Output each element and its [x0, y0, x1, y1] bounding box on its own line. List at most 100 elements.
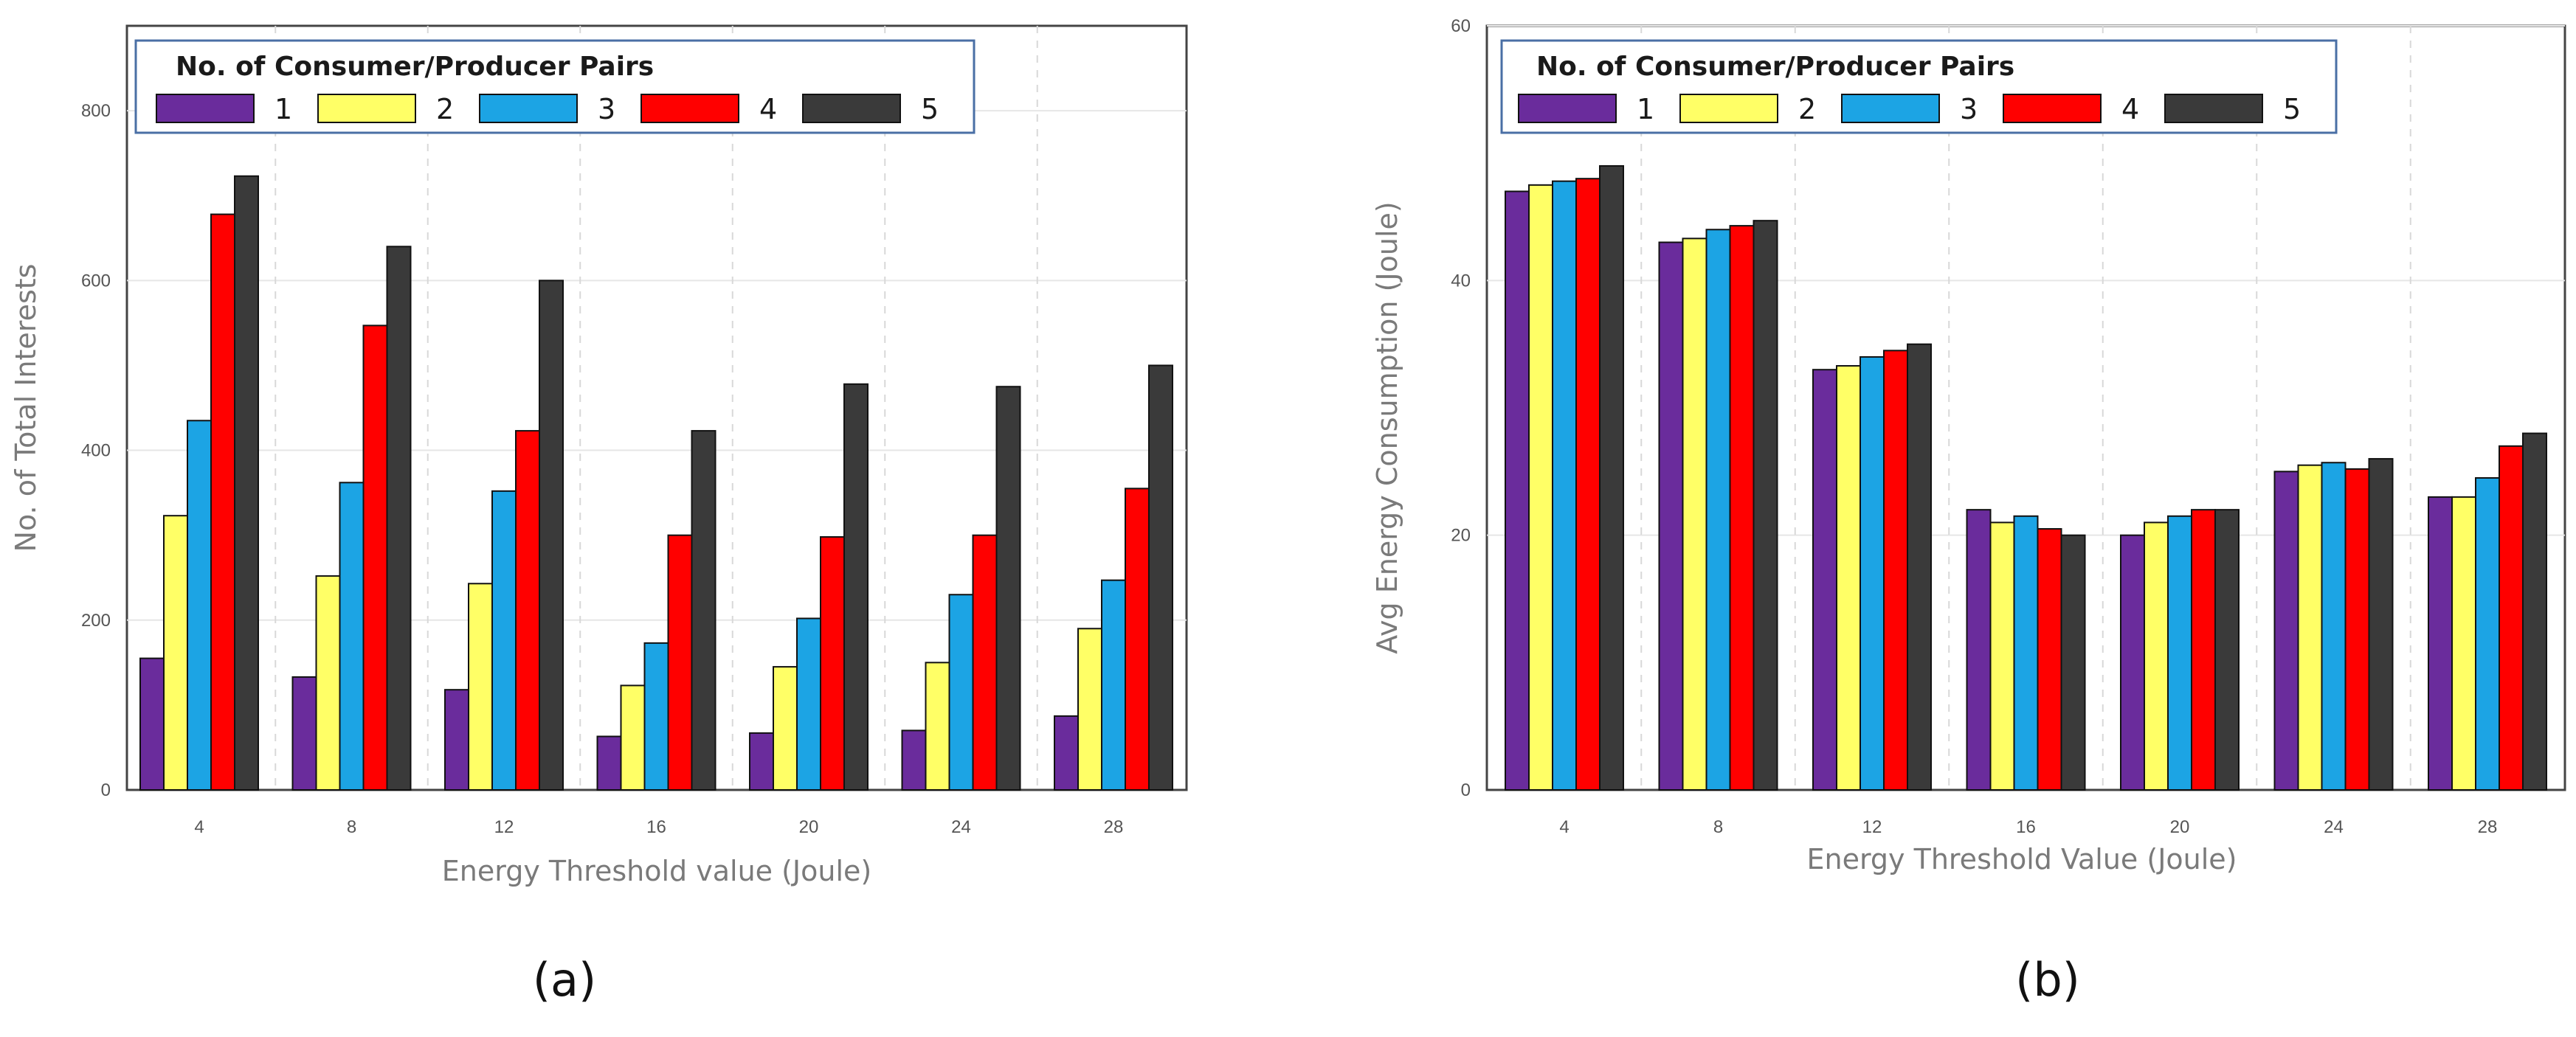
- legend-label-1: 1: [1637, 93, 1654, 125]
- legend-label-1: 1: [274, 93, 292, 125]
- x-axis-title-a: Energy Threshold value (Joule): [442, 855, 871, 887]
- legend-label-4: 4: [2121, 93, 2139, 125]
- bar-b-cat16-series1: [1966, 509, 1992, 791]
- bar-b-cat8-series3: [1705, 229, 1731, 791]
- y-tick-label: 60: [1451, 16, 1471, 36]
- bar-a-cat24-series4: [972, 534, 998, 791]
- bar-a-cat20-series1: [749, 732, 774, 791]
- legend-title-a: No. of Consumer/Producer Pairs: [176, 52, 654, 82]
- legend-a: No. of Consumer/Producer Pairs 1 2 3 4 5: [134, 39, 976, 134]
- legend-label-5: 5: [2283, 93, 2301, 125]
- bar-b-cat20-series4: [2191, 509, 2216, 791]
- x-tick-label: 8: [347, 817, 356, 837]
- y-tick-label: 0: [1461, 780, 1471, 800]
- bar-a-cat28-series5: [1148, 364, 1173, 791]
- bars-b: [1505, 164, 2547, 791]
- x-tick-label: 28: [2478, 817, 2498, 837]
- bar-a-cat24-series5: [995, 386, 1021, 791]
- y-tick-label: 0: [101, 780, 111, 800]
- bar-b-cat28-series2: [2451, 496, 2476, 791]
- bar-b-cat24-series3: [2321, 462, 2347, 791]
- bar-a-cat16-series4: [667, 534, 693, 791]
- bar-a-cat12-series1: [444, 689, 469, 791]
- bar-b-cat16-series3: [2013, 515, 2039, 791]
- bar-b-cat28-series3: [2475, 476, 2500, 791]
- legend-swatch-2: [1679, 94, 1778, 123]
- bar-a-cat4-series1: [139, 657, 165, 791]
- legend-label-2: 2: [1798, 93, 1816, 125]
- bar-a-cat4-series2: [163, 515, 188, 791]
- y-ticks-a: 0 200 400 600 800: [81, 101, 111, 800]
- bar-a-cat20-series2: [773, 666, 798, 791]
- bar-b-cat24-series5: [2368, 458, 2394, 791]
- bar-b-cat12-series5: [1907, 343, 1932, 791]
- bar-b-cat20-series2: [2144, 521, 2169, 791]
- bar-b-cat12-series3: [1860, 356, 1885, 791]
- legend-swatch-1: [156, 94, 255, 123]
- bar-a-cat4-series5: [234, 175, 259, 791]
- y-ticks-b: 0 20 40 60: [1451, 16, 1471, 800]
- x-tick-label: 16: [646, 817, 666, 837]
- bar-a-cat24-series3: [948, 594, 974, 791]
- bar-b-cat28-series5: [2522, 432, 2547, 791]
- bar-b-cat20-series1: [2120, 534, 2145, 791]
- y-tick-label: 40: [1451, 271, 1471, 291]
- bar-a-cat8-series5: [386, 246, 412, 791]
- bar-b-cat20-series3: [2167, 515, 2192, 791]
- bars-a: [139, 175, 1173, 791]
- bar-a-cat12-series4: [515, 430, 540, 791]
- y-tick-label: 400: [81, 441, 111, 461]
- x-ticks-a: 4 8 12 16 20 24 28: [194, 817, 1123, 837]
- x-tick-label: 4: [1559, 817, 1569, 837]
- bar-b-cat16-series2: [1989, 521, 2015, 791]
- panel-caption-b: (b): [2015, 953, 2080, 1007]
- y-axis-title-a: No. of Total Interests: [10, 264, 42, 552]
- bar-b-cat8-series2: [1682, 237, 1707, 791]
- bar-a-cat16-series3: [643, 642, 669, 791]
- x-tick-label: 24: [951, 817, 971, 837]
- bar-a-cat16-series5: [691, 430, 716, 791]
- bar-b-cat16-series4: [2037, 528, 2062, 791]
- bar-b-cat4-series5: [1599, 164, 1624, 791]
- legend-b: No. of Consumer/Producer Pairs 1 2 3 4 5: [1500, 39, 2338, 134]
- legend-label-4: 4: [759, 93, 777, 125]
- bar-a-cat20-series5: [843, 383, 869, 791]
- x-tick-label: 24: [2324, 817, 2344, 837]
- legend-swatch-3: [479, 94, 578, 123]
- legend-title-b: No. of Consumer/Producer Pairs: [1536, 52, 2014, 82]
- bar-b-cat12-series2: [1836, 365, 1861, 791]
- legend-swatch-4: [2003, 94, 2102, 123]
- bar-a-cat4-series4: [210, 213, 235, 791]
- legend-swatch-3: [1841, 94, 1940, 123]
- bar-b-cat28-series4: [2499, 445, 2524, 791]
- legend-label-5: 5: [921, 93, 939, 125]
- x-tick-label: 28: [1104, 817, 1124, 837]
- legend-swatch-2: [317, 94, 416, 123]
- bar-a-cat20-series4: [820, 535, 845, 791]
- bar-a-cat12-series3: [491, 490, 517, 791]
- legend-swatch-1: [1518, 94, 1617, 123]
- x-tick-label: 12: [1862, 817, 1882, 837]
- y-tick-label: 800: [81, 101, 111, 121]
- legend-label-2: 2: [436, 93, 454, 125]
- legend-items-a: 1 2 3 4 5: [156, 93, 939, 125]
- bar-a-cat16-series1: [596, 735, 622, 791]
- x-tick-label: 20: [799, 817, 819, 837]
- bar-a-cat4-series3: [187, 420, 212, 791]
- panel-caption-a: (a): [533, 953, 596, 1007]
- bar-a-cat8-series3: [339, 482, 365, 791]
- bar-b-cat24-series1: [2273, 471, 2299, 791]
- bar-a-cat24-series2: [925, 662, 950, 791]
- x-tick-label: 16: [2016, 817, 2036, 837]
- legend-items-b: 1 2 3 4 5: [1518, 93, 2301, 125]
- bar-a-cat28-series2: [1077, 628, 1102, 791]
- bar-b-cat24-series4: [2344, 468, 2370, 791]
- bar-b-cat4-series2: [1528, 184, 1553, 791]
- x-tick-label: 4: [194, 817, 204, 837]
- bar-a-cat16-series2: [620, 684, 646, 791]
- y-tick-label: 20: [1451, 526, 1471, 546]
- bar-b-cat16-series5: [2060, 534, 2086, 791]
- bar-b-cat12-series1: [1812, 369, 1837, 791]
